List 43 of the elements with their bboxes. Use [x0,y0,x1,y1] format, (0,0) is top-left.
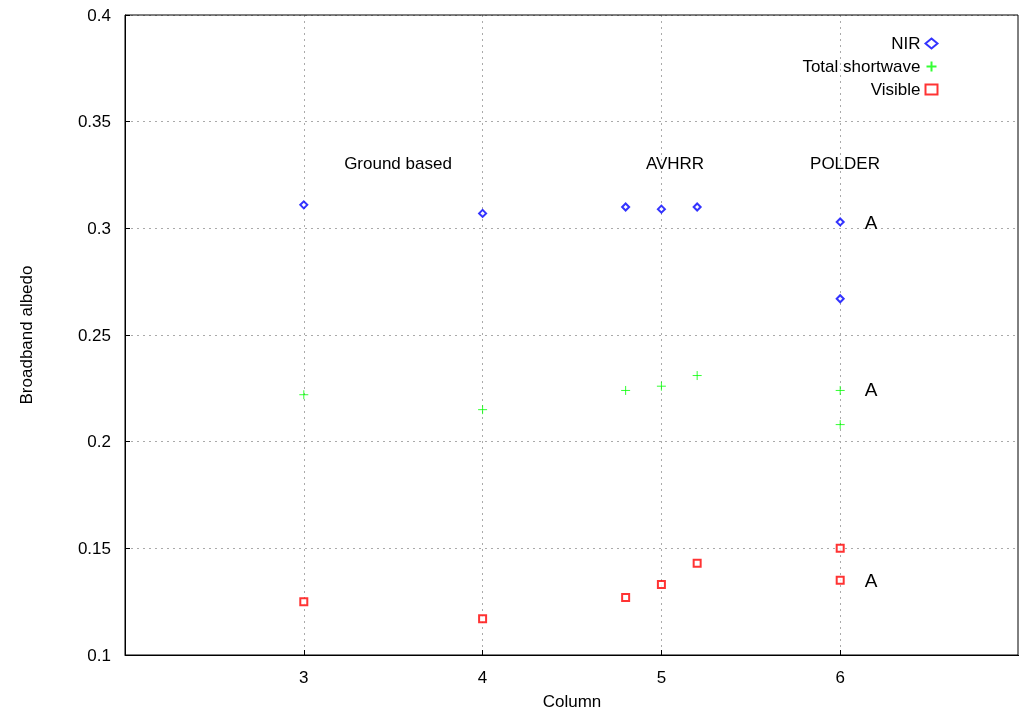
point [621,592,631,602]
point [656,580,666,590]
point [835,217,845,227]
annotation: A [864,211,878,233]
annotation: Ground based [344,153,452,173]
point [835,385,846,396]
legend-label: Visible [870,80,921,99]
point [692,370,703,381]
x-tick-label: 5 [656,668,667,687]
point [835,543,845,553]
x-axis-title: Column [542,692,602,711]
y-tick-label: 0.15 [77,538,111,558]
legend-label: Total shortwave [802,57,921,76]
point [692,202,702,212]
y-tick-label: 0.4 [87,5,111,25]
annotation: AVHRR [645,153,705,173]
point [298,389,309,400]
x-tick-label: 6 [835,668,845,687]
y-axis-title: Broadband albedo [17,265,36,405]
annotation: A [864,569,878,591]
point [299,597,309,607]
point [478,614,488,624]
point [477,404,488,415]
point [621,202,631,212]
annotation: POLDER [810,153,880,173]
point [478,208,488,218]
point [656,381,667,392]
point [835,575,845,585]
y-tick-label: 0.2 [87,432,111,452]
point [835,294,845,304]
legend-label: NIR [891,34,921,53]
point [299,200,309,210]
y-tick-label: 0.3 [87,218,111,238]
y-tick-label: 0.1 [87,645,111,665]
point [835,419,846,430]
x-tick-label: 4 [477,668,488,687]
y-tick-label: 0.35 [77,112,111,132]
x-tick-label: 3 [299,668,309,687]
point [692,558,702,568]
point [656,204,666,214]
annotation: A [864,378,878,400]
y-tick-label: 0.25 [77,325,111,345]
point [620,385,631,396]
